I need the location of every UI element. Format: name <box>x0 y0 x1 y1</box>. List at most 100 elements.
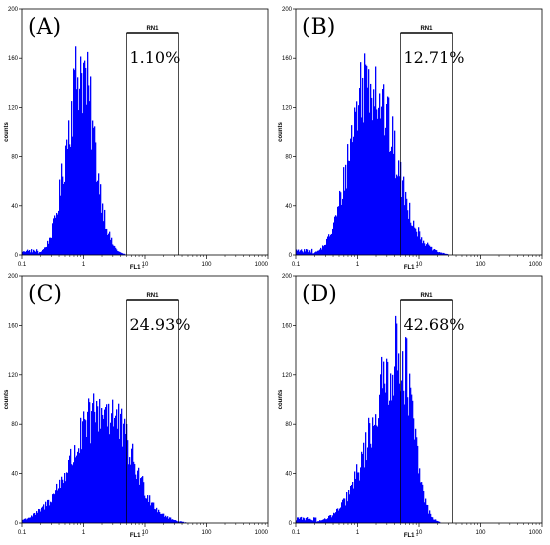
histogram-bar <box>420 482 422 523</box>
y-tick-label: 80 <box>11 155 18 161</box>
histogram-bar <box>308 252 310 255</box>
histogram-bar <box>102 203 104 255</box>
histogram-bar <box>440 252 442 255</box>
histogram-bar <box>388 404 390 523</box>
histogram-bar <box>76 89 78 256</box>
histogram-bar <box>168 518 170 523</box>
histogram-bar <box>411 394 413 523</box>
histogram-bar <box>330 515 332 523</box>
histogram-bar <box>311 520 313 523</box>
histogram-bar <box>26 519 28 523</box>
histogram-bar <box>412 226 414 255</box>
histogram-bar <box>345 505 347 523</box>
histogram-bar <box>384 383 386 523</box>
histogram-bar <box>78 110 80 255</box>
histogram-bar <box>349 161 351 255</box>
histogram-bar <box>364 53 366 256</box>
plot-frame <box>295 8 543 256</box>
histogram-bar <box>50 501 52 523</box>
histogram-bar <box>365 432 367 523</box>
histogram-bar <box>30 517 32 523</box>
histogram-bar <box>368 69 370 256</box>
histogram-bar <box>43 249 45 255</box>
histogram-bar <box>358 472 360 523</box>
histogram-bar <box>437 251 439 255</box>
histogram-bar <box>128 464 130 523</box>
panel-label: (A) <box>28 15 61 40</box>
histogram-bar <box>375 66 377 255</box>
plot-frame <box>21 275 269 524</box>
histogram-bar <box>438 521 440 523</box>
histogram-bar <box>310 519 312 523</box>
histogram-bar <box>328 234 330 255</box>
histogram-bar <box>394 130 396 255</box>
histogram-bar <box>405 191 407 255</box>
histogram-bar <box>331 233 333 255</box>
histogram-bar <box>362 453 364 523</box>
histogram-bar <box>372 417 374 523</box>
histogram-bar <box>150 505 152 523</box>
histogram-bar <box>421 482 423 523</box>
histogram-bar <box>346 492 348 523</box>
histogram-bar <box>341 502 343 523</box>
histogram-bar <box>118 403 120 523</box>
histogram-bar <box>102 414 104 523</box>
histogram-bar <box>364 467 366 523</box>
histogram-bar <box>347 144 349 255</box>
histogram-bar <box>383 84 385 256</box>
histogram-bar <box>368 417 370 523</box>
histogram-bar <box>402 351 404 523</box>
x-tick-label: 0.1 <box>18 262 27 268</box>
histogram-bar <box>123 253 125 255</box>
histogram-bar <box>53 218 55 255</box>
histogram-bar <box>83 62 85 256</box>
histogram-bar <box>338 510 340 523</box>
histogram-bar <box>26 250 28 255</box>
y-tick-label: 120 <box>8 105 19 111</box>
histogram-bar <box>420 239 422 255</box>
histogram-bar <box>342 198 344 255</box>
y-tick-label: 40 <box>285 204 292 210</box>
histogram-bar <box>34 250 36 255</box>
y-axis-label: counts <box>278 122 284 142</box>
histogram-bar <box>370 443 372 523</box>
histogram-bar <box>39 509 41 523</box>
histogram-bar <box>355 478 357 523</box>
histogram-bar <box>369 112 371 255</box>
histogram-bar <box>358 105 360 255</box>
histogram-bar <box>366 460 368 523</box>
histogram-bar <box>312 253 314 255</box>
histogram-bar <box>432 250 434 255</box>
histogram-bar <box>140 478 142 523</box>
histogram-bar <box>64 473 66 523</box>
histogram-bar <box>301 516 303 523</box>
histogram-bar <box>359 480 361 523</box>
histogram-bar <box>370 83 372 256</box>
histogram-bar <box>161 513 163 523</box>
histogram-bar <box>134 464 136 523</box>
histogram-bar <box>170 517 172 523</box>
histogram-bar <box>429 245 431 255</box>
histogram-bar <box>417 445 419 523</box>
histogram-bar <box>392 116 394 255</box>
histogram-bar <box>432 517 434 523</box>
histogram-bar <box>120 252 122 255</box>
histogram-bar <box>319 520 321 523</box>
histogram-bar <box>38 508 40 523</box>
histogram-bar <box>374 424 376 523</box>
histogram-bar <box>298 249 300 255</box>
histogram-bar <box>179 521 181 523</box>
y-tick-label: 160 <box>8 56 19 62</box>
histogram-bar <box>307 249 309 255</box>
histogram-bar <box>103 418 105 523</box>
histogram-bar <box>94 411 96 523</box>
histogram-bar <box>395 315 397 523</box>
histogram-bar <box>148 501 150 523</box>
histogram-bar <box>60 195 62 255</box>
histogram-bar <box>376 425 378 523</box>
histogram-bar <box>434 519 436 523</box>
histogram-bar <box>303 252 305 255</box>
histogram-bar <box>348 490 350 523</box>
histogram-bar <box>98 431 100 523</box>
histogram-bar <box>336 216 338 255</box>
